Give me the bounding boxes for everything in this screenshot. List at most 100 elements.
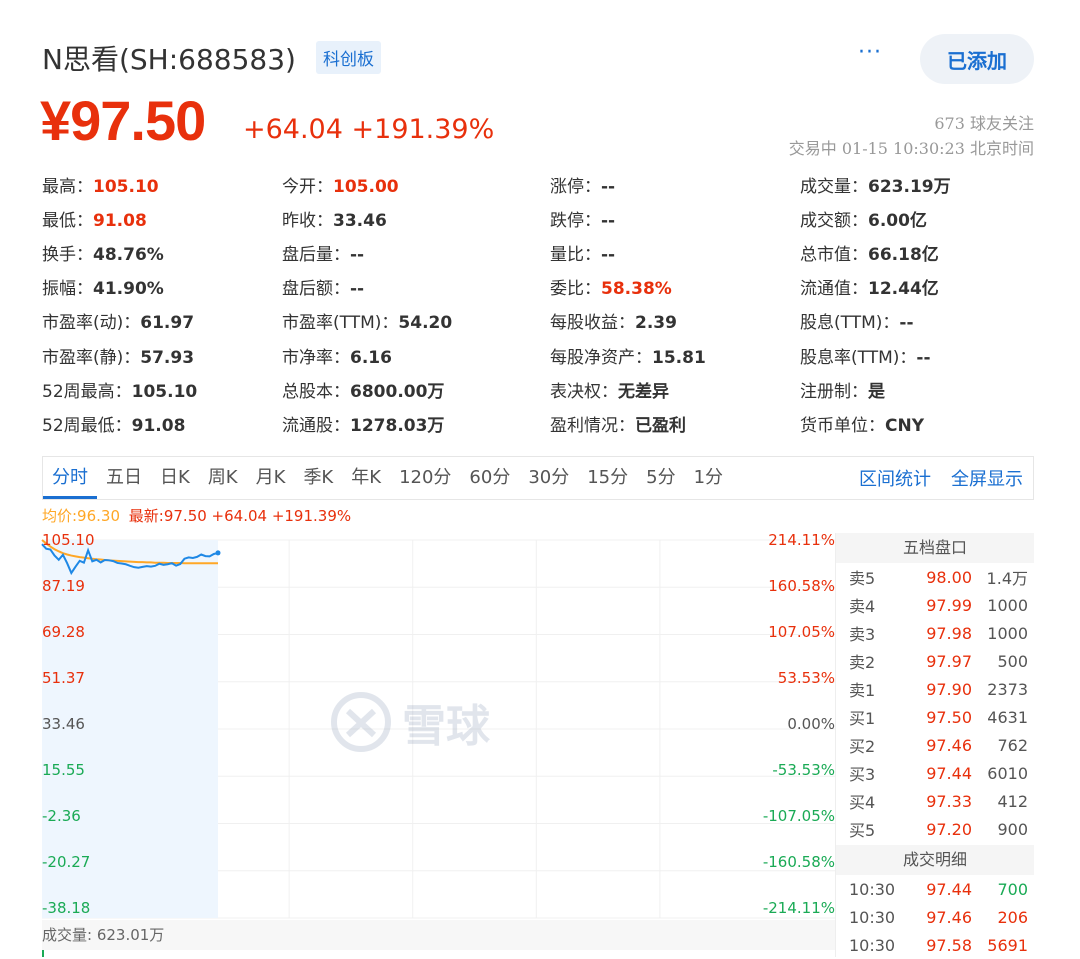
- tab-8[interactable]: 60分: [469, 467, 511, 488]
- stat-label: 每股收益：: [550, 313, 635, 334]
- stat-label: 股息(TTM)：: [800, 313, 900, 334]
- tab-5[interactable]: 季K: [303, 467, 334, 488]
- latest-point: [215, 550, 221, 556]
- xueqiu-logo-icon: [331, 692, 391, 752]
- y-right-tick: -214.11%: [762, 899, 835, 917]
- tab-9[interactable]: 30分: [528, 467, 570, 488]
- stat-label: 表决权：: [550, 381, 618, 402]
- chart-tabs: 分时 五日 日K 周K 月K 季K 年K 120分 60分 30分 15分 5分 1分 区间统计 全屏显…: [42, 456, 1034, 500]
- order-volume: 762: [997, 735, 1028, 755]
- stat-item: 总市值：66.18亿: [800, 240, 939, 265]
- stat-item: 振幅：41.90%: [42, 274, 164, 299]
- y-left-tick: 33.46: [42, 715, 85, 733]
- tab-6[interactable]: 年K: [351, 467, 382, 488]
- stat-item: 每股收益：2.39: [550, 308, 677, 333]
- order-price: 97.44: [926, 763, 972, 783]
- order-price: 97.99: [926, 595, 972, 615]
- trade-volume: 700: [997, 879, 1028, 899]
- stat-item: 股息(TTM)：--: [800, 308, 914, 333]
- stat-value: 105.10: [131, 381, 198, 402]
- y-right-tick: -160.58%: [762, 853, 835, 871]
- trade-status: 交易中 01-15 10:30:23 北京时间: [788, 139, 1034, 158]
- intraday-chart[interactable]: [0, 525, 1080, 957]
- y-right-tick: 53.53%: [777, 669, 835, 687]
- stat-label: 流通股：: [282, 415, 350, 436]
- order-row: 卖4 97.99 1000: [836, 591, 1034, 619]
- order-level: 卖4: [849, 597, 876, 616]
- tab-0[interactable]: 分时: [43, 457, 97, 499]
- y-left-tick: 87.19: [42, 577, 85, 595]
- order-price: 97.90: [926, 679, 972, 699]
- stat-value: --: [601, 211, 616, 232]
- order-row: 买5 97.20 900: [836, 815, 1034, 843]
- order-panel: 五档盘口 卖5 98.00 1.4万 卖4 97.99 1000 卖3 97.98 1000 卖2…: [835, 533, 1034, 957]
- stat-value: 12.44亿: [868, 279, 939, 300]
- tab-4[interactable]: 月K: [255, 467, 286, 488]
- trade-volume: 206: [997, 907, 1028, 927]
- tab-1[interactable]: 五日: [106, 467, 142, 488]
- stat-label: 股息率(TTM)：: [800, 347, 917, 368]
- stat-value: 6800.00万: [350, 381, 445, 402]
- order-volume: 900: [997, 819, 1028, 839]
- y-right-tick: 0.00%: [787, 715, 835, 733]
- tab-11[interactable]: 5分: [646, 467, 676, 488]
- stat-label: 52周最高：: [42, 381, 132, 402]
- price-area: [42, 540, 218, 918]
- stat-item: 流通股：1278.03万: [282, 411, 444, 436]
- tab-12[interactable]: 1分: [693, 467, 724, 488]
- order-price: 97.97: [926, 651, 972, 671]
- stat-label: 盈利情况：: [550, 415, 635, 436]
- order-price: 97.50: [926, 707, 972, 727]
- stat-value: 105.10: [93, 177, 159, 197]
- order-row: 卖5 98.00 1.4万: [836, 563, 1034, 591]
- order-row: 买1 97.50 4631: [836, 703, 1034, 731]
- trade-row: 10:30 97.58 5691: [836, 931, 1034, 959]
- trade-row: 10:30 97.46 206: [836, 903, 1034, 931]
- stat-item: 货币单位：CNY: [800, 411, 924, 436]
- stat-item: 盈利情况：已盈利: [550, 411, 686, 436]
- stat-item: 今开：105.00: [282, 172, 399, 197]
- trade-price: 97.44: [926, 879, 972, 899]
- interval-stats-link[interactable]: 区间统计: [859, 469, 931, 490]
- order-level: 卖1: [849, 681, 876, 700]
- more-icon[interactable]: ···: [858, 40, 882, 65]
- tab-7[interactable]: 120分: [399, 467, 452, 488]
- added-button[interactable]: 已添加: [920, 34, 1034, 84]
- stat-item: 委比：58.38%: [550, 274, 672, 299]
- order-row: 买4 97.33 412: [836, 787, 1034, 815]
- stat-item: 盘后量：--: [282, 240, 364, 265]
- stat-label: 注册制：: [800, 381, 868, 402]
- stat-item: 成交量：623.19万: [800, 172, 951, 197]
- y-right-tick: 107.05%: [768, 623, 835, 641]
- board-badge[interactable]: 科创板: [316, 41, 381, 74]
- fullscreen-link[interactable]: 全屏显示: [951, 469, 1023, 490]
- stat-value: 91.08: [131, 415, 186, 436]
- stat-value: 54.20: [398, 313, 453, 334]
- stat-value: 57.93: [140, 347, 195, 368]
- stat-label: 52周最低：: [42, 415, 132, 436]
- stat-item: 股息率(TTM)：--: [800, 343, 931, 368]
- stat-value: --: [350, 279, 365, 300]
- stat-label: 市净率：: [282, 347, 350, 368]
- order-row: 买3 97.44 6010: [836, 759, 1034, 787]
- stat-label: 总股本：: [282, 381, 350, 402]
- followers[interactable]: 673 球友关注: [934, 114, 1034, 133]
- order-level: 卖3: [849, 625, 876, 644]
- stat-value: 105.00: [333, 177, 399, 197]
- stat-label: 成交额：: [800, 211, 868, 232]
- stat-item: 注册制：是: [800, 377, 885, 402]
- order-book-title: 五档盘口: [836, 533, 1034, 563]
- tab-2[interactable]: 日K: [160, 467, 190, 488]
- stat-label: 涨停：: [550, 177, 601, 197]
- order-price: 97.98: [926, 623, 972, 643]
- y-right-tick: 160.58%: [768, 577, 835, 595]
- tab-3[interactable]: 周K: [207, 467, 238, 488]
- stat-item: 最低：91.08: [42, 206, 147, 231]
- order-volume: 1000: [987, 595, 1028, 615]
- stat-label: 委比：: [550, 279, 601, 300]
- stat-label: 成交量：: [800, 177, 868, 197]
- tab-10[interactable]: 15分: [587, 467, 629, 488]
- order-row: 卖2 97.97 500: [836, 647, 1034, 675]
- order-level: 买3: [849, 765, 876, 784]
- stat-value: 41.90%: [93, 279, 164, 300]
